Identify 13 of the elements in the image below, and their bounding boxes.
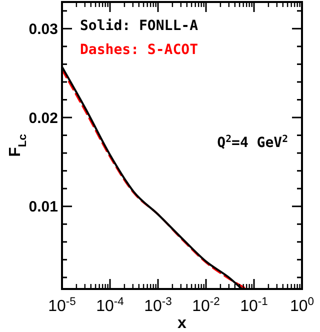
x-axis-title: x [178,315,187,332]
legend-label: Solid: FONLL-A [80,18,199,34]
annotation: Q$^{2}$=4 GeV$^{2}$ [217,134,288,151]
y-tick-label: 0.02 [28,110,58,127]
series-label: Dashes: S-ACOT [80,42,198,58]
x-tick-label: 10$^{-2}$ [192,296,220,315]
x-tick-label: 10$^{0}$ [290,296,314,315]
x-tick-label: 10$^{-1}$ [240,296,268,315]
y-tick-label: 0.01 [28,198,58,216]
x-tick-label: 10$^{-4}$ [96,296,124,315]
y-tick-label: 0.03 [28,20,58,38]
x-tick-label: 10$^{-5}$ [48,296,76,315]
x-tick-label: 10$^{-3}$ [144,296,172,315]
